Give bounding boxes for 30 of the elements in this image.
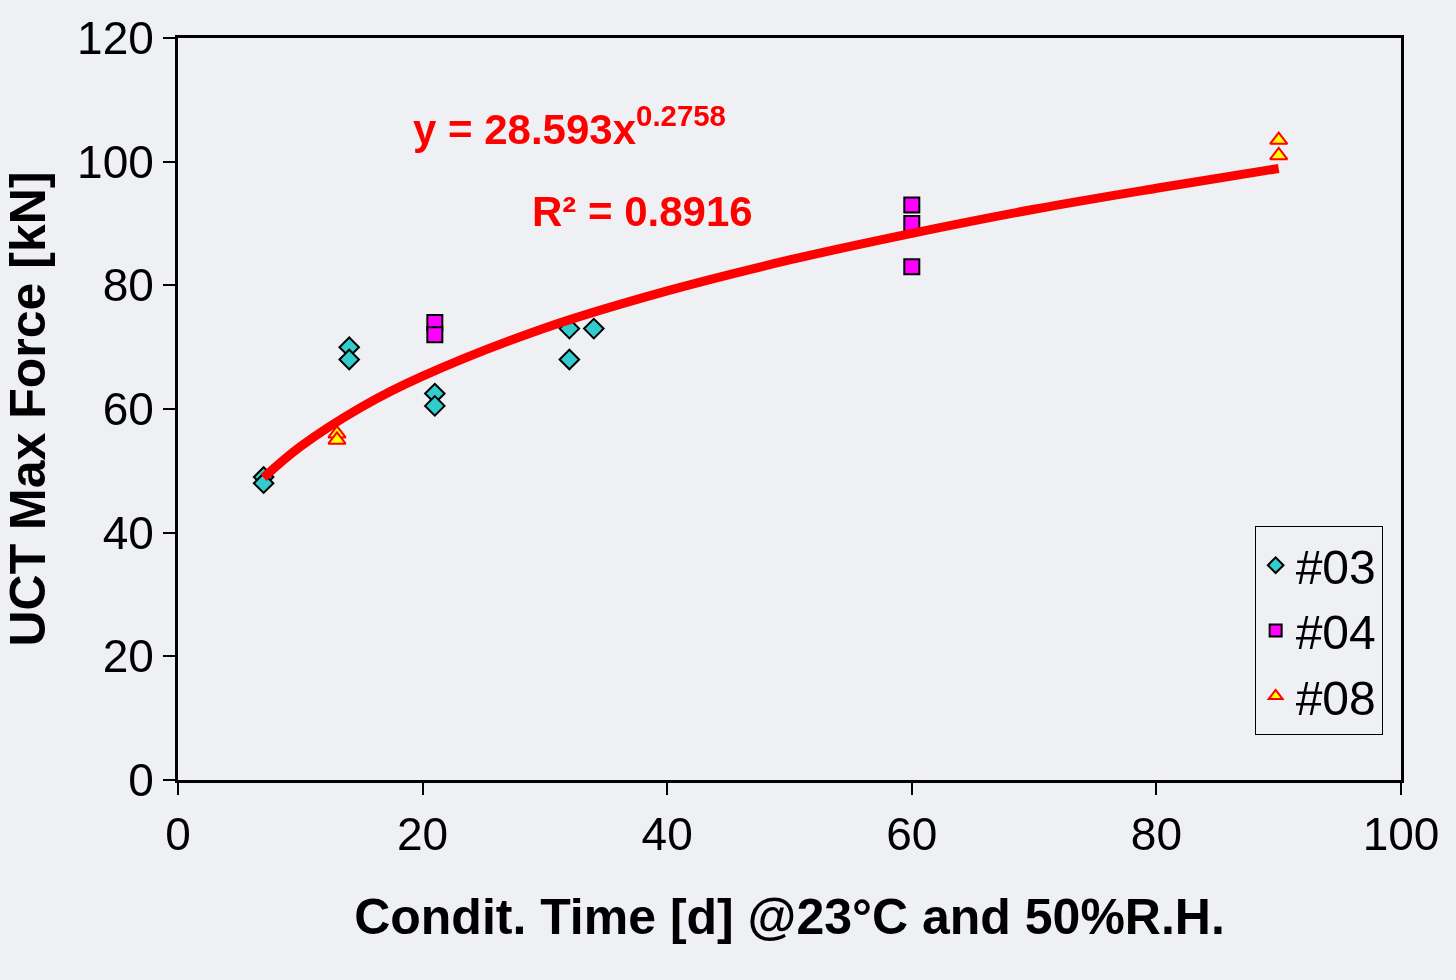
y-tick-label: 80 <box>102 259 154 312</box>
annotation: R² = 0.8916 <box>532 188 753 235</box>
x-tick-label: 20 <box>397 808 449 861</box>
point <box>426 326 444 344</box>
x-tick-label: 80 <box>1130 808 1182 861</box>
y-tick-label: 0 <box>128 754 154 807</box>
point <box>424 395 446 417</box>
point <box>1269 146 1289 161</box>
point <box>1269 131 1289 145</box>
x-axis-title: Condit. Time [d] @23°C and 50%R.H. <box>354 888 1225 945</box>
legend-label: #08 <box>1295 671 1376 725</box>
x-tick-label: 60 <box>886 808 938 861</box>
y-tick-label: 40 <box>102 506 154 559</box>
legend-label: #03 <box>1295 540 1376 594</box>
y-tick-label: 100 <box>77 135 154 188</box>
y-axis-title: UCT Max Force [kN] <box>0 171 56 647</box>
point <box>903 196 921 214</box>
point <box>338 348 360 371</box>
annotation: y = 28.593x$^{0.2758}$ <box>413 99 726 153</box>
point <box>583 317 605 340</box>
point <box>903 258 921 276</box>
x-tick-label: 100 <box>1362 808 1440 861</box>
x-tick-label: 0 <box>165 808 191 861</box>
point <box>558 348 581 371</box>
legend-label: #04 <box>1295 606 1376 660</box>
y-tick-label: 20 <box>102 630 154 683</box>
y-tick-label: 120 <box>77 12 154 65</box>
point <box>327 431 347 445</box>
x-tick-label: 40 <box>641 808 693 861</box>
y-tick-label: 60 <box>102 383 154 436</box>
